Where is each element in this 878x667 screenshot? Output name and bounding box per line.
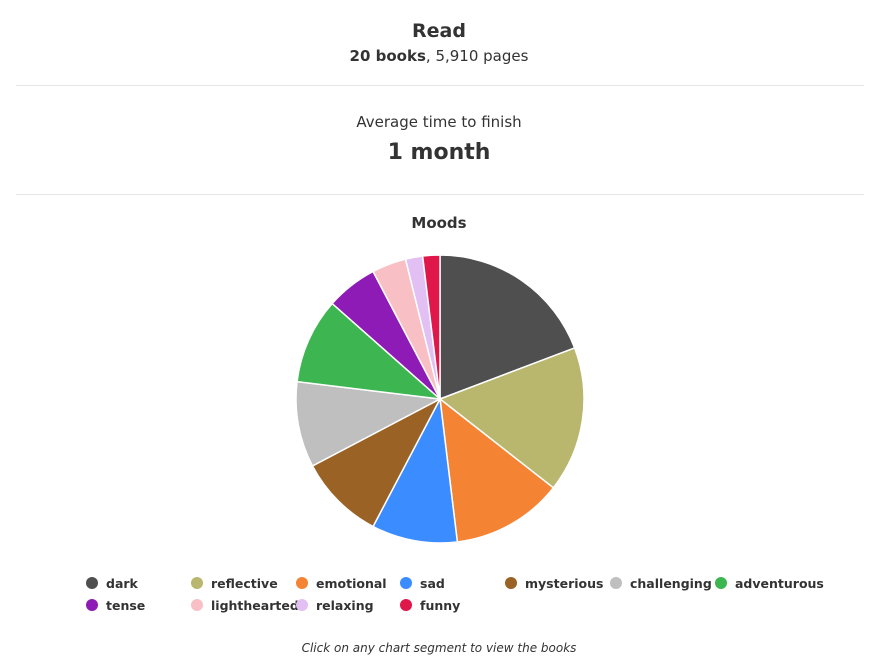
legend-swatch-relaxing <box>296 599 308 611</box>
legend-label-relaxing: relaxing <box>316 597 374 613</box>
legend-swatch-tense <box>86 599 98 611</box>
legend-item-reflective[interactable]: reflective <box>191 575 278 591</box>
legend-swatch-mysterious <box>505 577 517 589</box>
legend-swatch-dark <box>86 577 98 589</box>
legend-item-emotional[interactable]: emotional <box>296 575 387 591</box>
footer-note: Click on any chart segment to view the b… <box>301 641 577 655</box>
legend-label-dark: dark <box>106 575 138 591</box>
chart-title: Moods <box>411 214 467 232</box>
legend-item-mysterious[interactable]: mysterious <box>505 575 603 591</box>
legend-label-funny: funny <box>420 597 461 613</box>
read-title: Read <box>412 20 466 42</box>
pie-slice-challenging[interactable] <box>295 380 443 467</box>
legend-label-tense: tense <box>106 597 146 613</box>
pie-slice-funny[interactable] <box>421 254 441 400</box>
legend-item-lighthearted[interactable]: lighthearted <box>191 597 299 613</box>
legend-label-emotional: emotional <box>316 575 387 591</box>
pie-slice-reflective[interactable] <box>438 346 585 489</box>
legend-item-funny[interactable]: funny <box>400 597 460 613</box>
legend-label-sad: sad <box>420 575 445 591</box>
legend-item-adventurous[interactable]: adventurous <box>715 575 824 591</box>
stats-separator: , <box>425 47 431 65</box>
legend-label-mysterious: mysterious <box>525 575 604 591</box>
legend-swatch-lighthearted <box>191 599 203 611</box>
pie-slice-sad[interactable] <box>372 396 459 544</box>
average-time-section: Average time to finish 1 month <box>0 112 878 168</box>
average-time-label: Average time to finish <box>356 113 522 131</box>
pie-slice-mysterious[interactable] <box>311 397 442 528</box>
pages-count: 5,910 pages <box>435 47 529 65</box>
legend-item-challenging[interactable]: challenging <box>610 575 712 591</box>
legend-item-relaxing[interactable]: relaxing <box>296 597 374 613</box>
pie-slice-emotional[interactable] <box>439 397 555 543</box>
legend-swatch-reflective <box>191 577 203 589</box>
books-count: 20 books <box>349 47 426 65</box>
legend-item-dark[interactable]: dark <box>86 575 138 591</box>
moods-pie-chart <box>295 254 585 544</box>
pie-slice-dark[interactable] <box>439 254 576 401</box>
legend-label-reflective: reflective <box>211 575 278 591</box>
legend-swatch-sad <box>400 577 412 589</box>
legend-swatch-challenging <box>610 577 622 589</box>
legend-swatch-adventurous <box>715 577 727 589</box>
legend-swatch-funny <box>400 599 412 611</box>
legend-label-challenging: challenging <box>630 575 712 591</box>
pie-slice-adventurous[interactable] <box>296 302 443 401</box>
read-summary: Read 20 books, 5,910 pages <box>0 0 878 66</box>
legend-swatch-emotional <box>296 577 308 589</box>
read-stats: 20 books, 5,910 pages <box>0 46 878 66</box>
divider-middle <box>16 194 864 195</box>
divider-top <box>16 85 864 86</box>
average-time-value: 1 month <box>387 140 491 165</box>
legend-item-tense[interactable]: tense <box>86 597 145 613</box>
legend-label-lighthearted: lighthearted <box>211 597 299 613</box>
legend-label-adventurous: adventurous <box>735 575 824 591</box>
legend-item-sad[interactable]: sad <box>400 575 445 591</box>
